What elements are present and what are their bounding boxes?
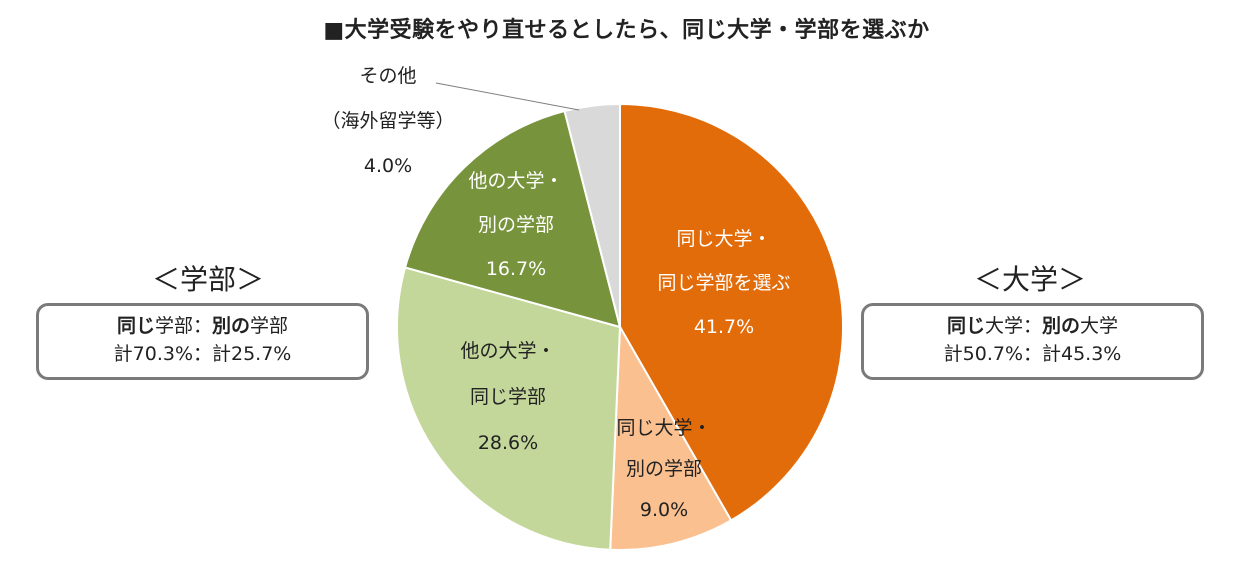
pie-slice <box>609 323 733 551</box>
slice-category-label: 他の大学・ <box>460 340 555 362</box>
slice-value-label: 41.7% <box>694 316 754 338</box>
pie-slice <box>563 102 621 328</box>
slice-value-label: 28.6% <box>478 432 538 454</box>
slice-category-label: （海外留学等） <box>321 110 454 132</box>
university-summary-line1: 同じ大学：別の大学 <box>946 315 1119 337</box>
slice-category-label: 別の学部 <box>626 458 702 480</box>
slice-value-label: 4.0% <box>364 155 412 177</box>
university-summary-line2: 計50.7%：計45.3% <box>943 343 1122 365</box>
leader-line <box>435 82 580 111</box>
faculty-summary-line2: 計70.3%：計25.7% <box>113 343 292 365</box>
slice-category-label: 別の学部 <box>478 214 554 236</box>
slice-category-label: 同じ学部を選ぶ <box>657 272 790 294</box>
faculty-summary-box: 同じ学部：別の学部 計70.3%：計25.7% <box>36 303 369 380</box>
slice-category-label: その他 <box>359 65 416 87</box>
university-summary-box: 同じ大学：別の大学 計50.7%：計45.3% <box>861 303 1204 380</box>
pie-slice <box>619 102 844 522</box>
slice-value-label: 9.0% <box>640 499 688 521</box>
slice-category-label: 他の大学・ <box>468 170 563 192</box>
chart-title: ■大学受験をやり直せるとしたら、同じ大学・学部を選ぶか <box>323 18 930 43</box>
pie-slice <box>403 109 622 329</box>
slice-category-label: 同じ大学・ <box>616 417 711 439</box>
slice-category-label: 同じ学部 <box>470 386 546 408</box>
university-heading: ＜大学＞ <box>973 263 1086 296</box>
pie-slice <box>396 266 622 551</box>
slice-value-label: 16.7% <box>486 258 546 280</box>
faculty-summary-line1: 同じ学部：別の学部 <box>116 315 289 337</box>
slice-category-label: 同じ大学・ <box>676 228 771 250</box>
faculty-heading: ＜学部＞ <box>151 263 264 296</box>
